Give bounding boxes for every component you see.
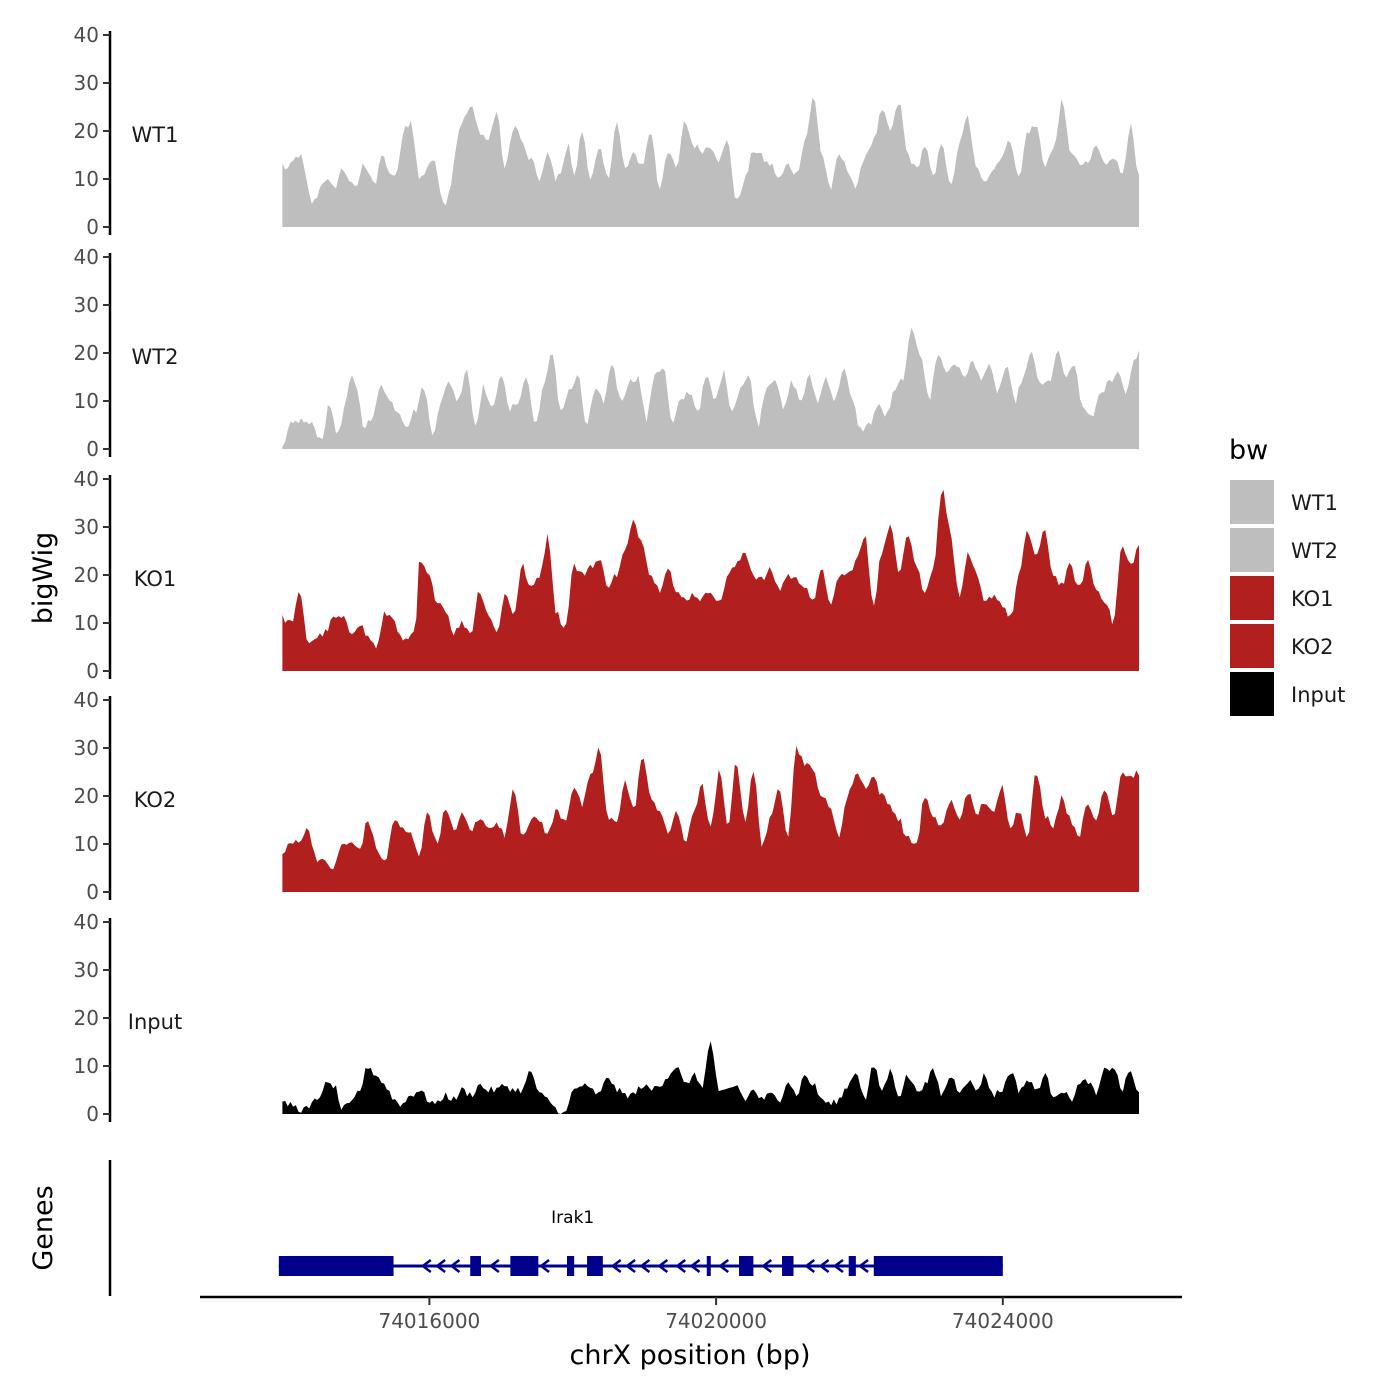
y-tick-label: 0 (86, 880, 99, 904)
track-input: 0 10 20 30 40 Input (74, 910, 1139, 1126)
track-label-wt1: WT1 (132, 123, 179, 147)
strand-arrow (857, 1259, 869, 1273)
y-tick-label: 10 (74, 389, 99, 413)
legend-swatch-wt2 (1230, 528, 1274, 572)
track-label-input: Input (128, 1010, 182, 1034)
y-tick-label: 40 (74, 245, 99, 269)
strand-arrow (804, 1259, 816, 1273)
x-axis: chrX position (bp) 74016000 74020000 74024… (200, 1295, 1182, 1371)
y-tick-label: 0 (86, 659, 99, 683)
strand-arrow (488, 1259, 500, 1273)
strand-arrow (657, 1259, 669, 1273)
track-label-ko1: KO1 (134, 567, 177, 591)
y-tick-label: 40 (74, 688, 99, 712)
signal-area-wt2 (282, 327, 1139, 449)
x-tick-label: 74016000 (378, 1309, 480, 1333)
y-tick-label: 30 (74, 515, 99, 539)
x-tick-label: 74020000 (665, 1309, 767, 1333)
y-tick-label: 10 (74, 1054, 99, 1078)
y-tick-label: 0 (86, 215, 99, 239)
track-label-wt2: WT2 (132, 345, 179, 369)
legend-label-wt1: WT1 (1291, 491, 1338, 515)
signal-area-ko1 (282, 489, 1139, 671)
strand-arrow (639, 1259, 651, 1273)
gene-track: Genes Irak1 (28, 1160, 1003, 1296)
x-axis-title: chrX position (bp) (569, 1340, 810, 1371)
gene-exon (587, 1256, 603, 1276)
strand-arrow (761, 1259, 773, 1273)
gene-name-label: Irak1 (551, 1208, 594, 1228)
strand-arrow (832, 1259, 844, 1273)
y-tick-label: 40 (74, 910, 99, 934)
legend-label-ko2: KO2 (1291, 635, 1334, 659)
legend-label-input: Input (1291, 683, 1345, 707)
gene-exon (566, 1256, 575, 1276)
y-tick-label: 10 (74, 611, 99, 635)
legend-swatch-ko1 (1230, 576, 1274, 620)
y-axis-title: bigWig (28, 532, 59, 625)
y-tick-label: 10 (74, 167, 99, 191)
strand-arrow (818, 1259, 830, 1273)
strand-arrow (538, 1259, 550, 1273)
y-tick-label: 0 (86, 1102, 99, 1126)
gene-exon (782, 1256, 794, 1276)
signal-area-ko2 (282, 745, 1139, 892)
track-wt1: 0 10 20 30 40 WT1 (74, 23, 1139, 239)
gene-exon (873, 1256, 1003, 1276)
strand-arrow (675, 1259, 686, 1273)
gene-exon (470, 1256, 481, 1276)
strand-arrow (718, 1259, 730, 1273)
track-ko2: 0 10 20 30 40 KO2 (74, 688, 1139, 904)
x-tick-label: 74024000 (952, 1309, 1054, 1333)
legend-title: bw (1229, 435, 1268, 466)
legend-label-ko1: KO1 (1291, 587, 1334, 611)
y-tick-label: 30 (74, 958, 99, 982)
y-tick-label: 20 (74, 784, 99, 808)
gene-exon (706, 1256, 711, 1276)
track-wt2: 0 10 20 30 40 WT2 (74, 245, 1139, 461)
strand-arrow (610, 1259, 622, 1273)
y-tick-label: 20 (74, 119, 99, 143)
legend-label-wt2: WT2 (1291, 539, 1338, 563)
y-tick-label: 20 (74, 341, 99, 365)
y-tick-label: 40 (74, 23, 99, 47)
y-tick-label: 30 (74, 293, 99, 317)
tracks-layer: 0 10 20 30 40 WT1 0 10 20 30 40 WT2 0 10 20 30 40 KO1 0 10 2… (74, 23, 1139, 1126)
y-tick-label: 10 (74, 832, 99, 856)
signal-area-wt1 (282, 97, 1139, 227)
strand-arrow (435, 1259, 446, 1273)
gene-track-label: Genes (28, 1185, 59, 1270)
y-tick-label: 40 (74, 467, 99, 491)
track-ko1: 0 10 20 30 40 KO1 (74, 467, 1139, 683)
gene-exon (278, 1256, 394, 1276)
y-tick-label: 20 (74, 1006, 99, 1030)
strand-arrow (689, 1259, 701, 1273)
y-tick-label: 0 (86, 437, 99, 461)
legend-swatch-wt1 (1230, 480, 1274, 524)
gene-exon (739, 1256, 754, 1276)
legend-swatch-ko2 (1230, 624, 1274, 668)
strand-arrow (449, 1259, 461, 1273)
y-tick-label: 30 (74, 736, 99, 760)
gene-exon (510, 1256, 539, 1276)
y-tick-label: 30 (74, 71, 99, 95)
track-label-ko2: KO2 (134, 788, 177, 812)
strand-arrow (420, 1259, 432, 1273)
legend-swatch-input (1230, 672, 1274, 716)
legend: bw WT1 WT2 KO1 KO2 Input (1229, 435, 1345, 716)
strand-arrow (624, 1259, 636, 1273)
signal-area-input (282, 1041, 1139, 1114)
y-tick-label: 20 (74, 563, 99, 587)
gene-exon (848, 1256, 856, 1276)
